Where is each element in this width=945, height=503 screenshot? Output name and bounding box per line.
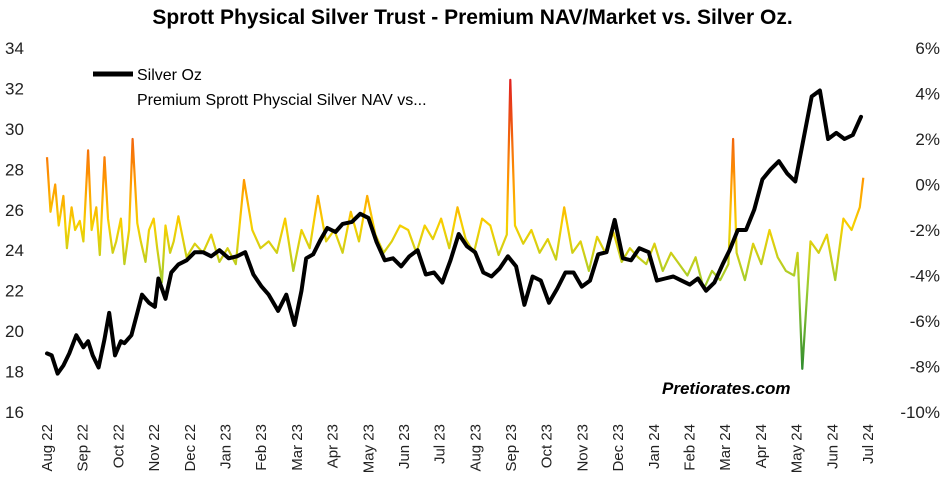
x-tick-label: Jun 23 [396,424,413,469]
x-tick-label: Sep 22 [75,424,92,472]
y-left-tick-label: 34 [5,39,24,58]
y-left-axis-ticks: 16 18 20 22 24 26 28 30 32 34 [5,39,24,422]
y-left-tick-label: 30 [5,120,24,139]
watermark: Pretiorates.com [662,379,791,398]
legend: Silver Oz Premium Sprott Physcial Silver… [93,67,427,109]
y-right-tick-label: 2% [915,130,940,149]
x-tick-label: Feb 23 [253,424,270,471]
x-tick-label: Sep 23 [503,424,520,472]
x-tick-label: Aug 22 [39,424,56,472]
y-left-tick-label: 32 [5,79,24,98]
y-left-tick-label: 16 [5,403,24,422]
y-right-tick-label: 6% [915,39,940,58]
x-tick-label: Apr 24 [753,424,770,468]
x-tick-label: May 24 [789,424,806,473]
chart-title: Sprott Physical Silver Trust - Premium N… [152,6,793,29]
x-axis-ticks: Aug 22 Sep 22 Oct 22 Nov 22 Dec 22 Jan 23 Feb … [39,424,877,473]
x-tick-label: May 23 [360,424,377,473]
y-right-tick-label: -4% [910,267,940,286]
x-tick-label: Oct 22 [110,424,127,468]
x-tick-label: Aug 23 [467,424,484,472]
premium-nav-line [45,78,865,370]
legend-label-silver-oz: Silver Oz [137,67,202,84]
x-tick-label: Feb 24 [682,424,699,471]
x-tick-label: Nov 22 [146,424,163,472]
x-tick-label: Jun 24 [824,424,841,469]
x-tick-label: Jan 24 [646,424,663,469]
y-right-tick-label: -10% [900,403,940,422]
y-right-tick-label: 0% [915,176,940,195]
x-tick-label: Nov 23 [574,424,591,472]
legend-label-premium: Premium Sprott Physcial Silver NAV vs... [137,92,427,109]
x-tick-label: Apr 23 [325,424,342,468]
y-left-tick-label: 28 [5,160,24,179]
y-right-tick-label: -8% [910,358,940,377]
silver-oz-line [45,88,863,376]
x-tick-label: Oct 23 [539,424,556,468]
y-right-tick-label: -6% [910,312,940,331]
y-right-tick-label: -2% [910,221,940,240]
x-tick-label: Jan 23 [217,424,234,469]
x-tick-label: Mar 23 [289,424,306,471]
y-left-tick-label: 22 [5,282,24,301]
y-right-tick-label: 4% [915,85,940,104]
y-left-tick-label: 26 [5,201,24,220]
y-left-tick-label: 20 [5,322,24,341]
x-tick-label: Dec 23 [610,424,627,472]
x-tick-label: Jul 24 [860,424,877,464]
y-right-axis-ticks: -10% -8% -6% -4% -2% 0% 2% 4% 6% [900,39,940,422]
y-left-tick-label: 18 [5,363,24,382]
x-tick-label: Dec 22 [182,424,199,472]
y-left-tick-label: 24 [5,241,24,260]
x-tick-label: Jul 23 [432,424,449,464]
x-tick-label: Mar 24 [717,424,734,471]
